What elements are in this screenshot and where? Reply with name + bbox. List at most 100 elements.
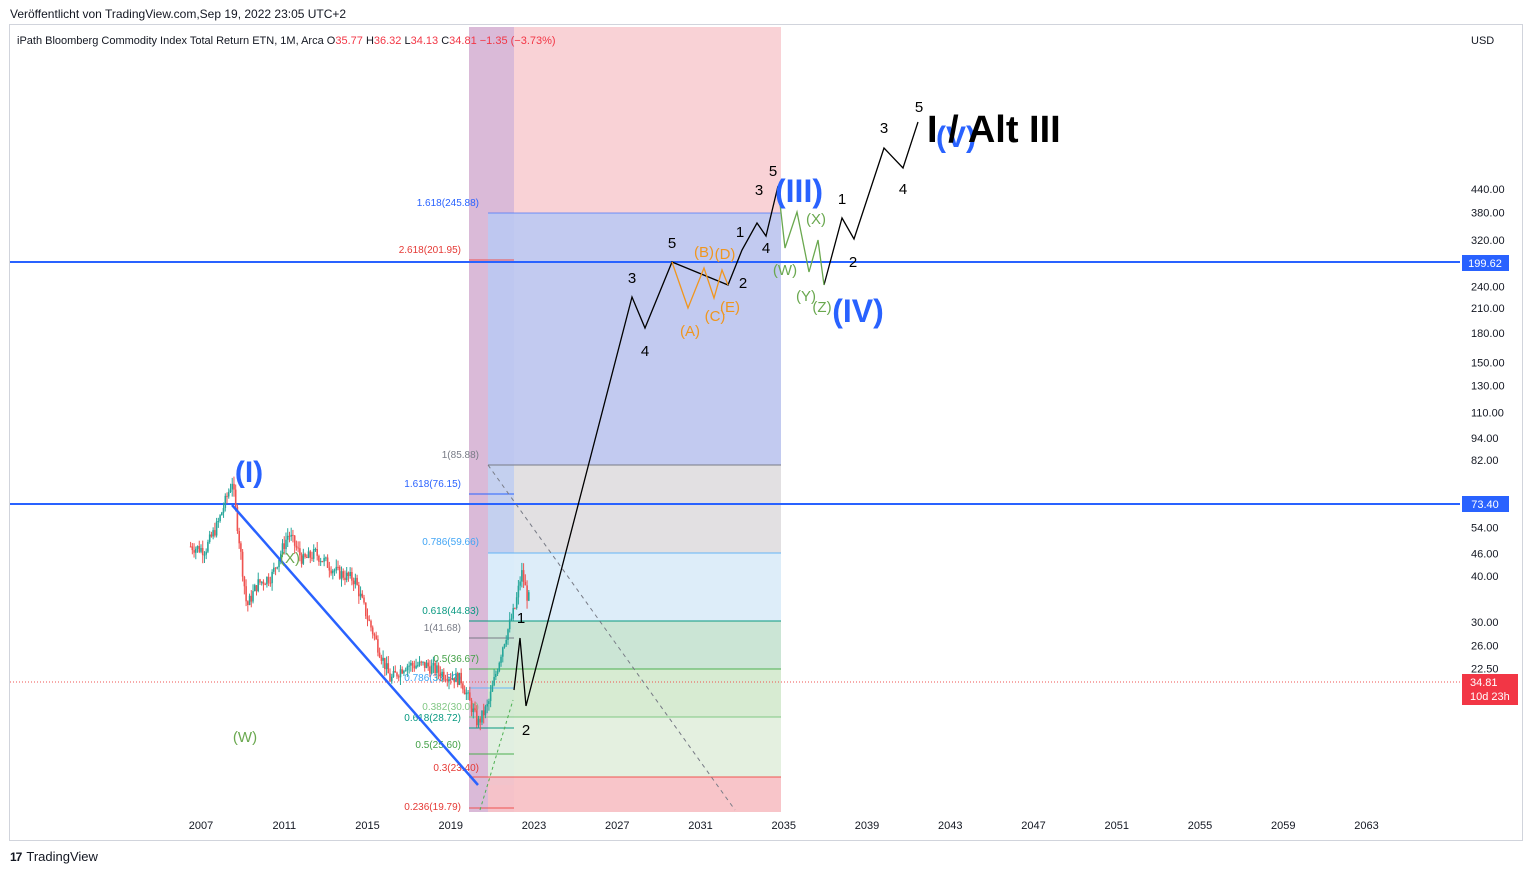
fib-label: 0.382(30.00) — [422, 702, 479, 713]
candle-body — [245, 586, 247, 602]
candle-body — [236, 507, 239, 531]
candle-body — [214, 530, 216, 536]
price-tick-label: 440.00 — [1471, 184, 1505, 196]
candle-body — [399, 669, 402, 678]
time-tick-label: 2063 — [1354, 820, 1378, 832]
candle-body — [387, 663, 390, 674]
candle-body — [243, 576, 246, 587]
fib-label: 0.618(28.72) — [404, 713, 461, 724]
candle-body — [201, 548, 204, 556]
candle-body — [227, 491, 230, 497]
candle-body — [212, 530, 214, 537]
candle-body — [469, 692, 471, 701]
candle-body — [234, 489, 237, 507]
candle-body — [306, 557, 308, 558]
candle-body — [266, 577, 268, 585]
high-value: 36.32 — [373, 35, 402, 47]
price-tick-label: 26.00 — [1471, 640, 1499, 652]
candle-body — [359, 593, 362, 597]
candle-body — [241, 551, 244, 577]
time-tick-label: 2055 — [1188, 820, 1212, 832]
candle-body — [519, 581, 521, 586]
candle-body — [215, 521, 218, 536]
candle-body — [502, 647, 504, 657]
candle-body — [330, 570, 332, 574]
close-value: 34.81 — [449, 35, 477, 47]
candle-body — [472, 708, 475, 713]
candle-body — [484, 706, 487, 716]
wave-label-orange: (C) — [705, 308, 726, 325]
dashed-green — [479, 699, 514, 811]
candle-body — [425, 662, 428, 668]
wave-label-green: (W) — [773, 262, 797, 279]
time-tick-label: 2027 — [605, 820, 629, 832]
candle-body — [356, 577, 358, 585]
time-tick-label: 2043 — [938, 820, 962, 832]
wave-label-orange: (B) — [694, 244, 714, 261]
wave-label-black: 1 — [838, 191, 846, 208]
price-tick-label: 82.00 — [1471, 455, 1499, 467]
time-tick-label: 2031 — [688, 820, 712, 832]
candle-body — [319, 561, 322, 563]
candle-body — [521, 570, 523, 582]
candle-body — [392, 671, 395, 677]
candle-body — [406, 666, 409, 671]
change-value: −1.35 (−3.73%) — [479, 35, 556, 47]
candle-body — [342, 571, 344, 578]
symbol-header: iPath Bloomberg Commodity Index Total Re… — [17, 35, 556, 47]
price-tag-199: 199.62 — [1468, 258, 1502, 270]
candle-body — [460, 672, 462, 684]
candle-body — [474, 708, 476, 711]
candle-body — [288, 535, 291, 537]
candle-body — [479, 718, 481, 723]
symbol-name: iPath Bloomberg Commodity Index Total Re… — [17, 35, 324, 47]
candle-body — [467, 692, 469, 694]
candle-body — [436, 665, 438, 674]
candle-body — [293, 535, 296, 546]
candle-body — [449, 678, 452, 680]
candle-body — [262, 581, 265, 585]
candle-body — [482, 710, 485, 716]
time-tick-label: 2047 — [1021, 820, 1045, 832]
zone-lightgreen — [488, 717, 781, 777]
candle-body — [307, 551, 310, 558]
price-tag-199-bg — [1462, 255, 1509, 271]
brand[interactable]: 17 TradingView — [10, 849, 98, 864]
dashed-trend — [487, 464, 736, 811]
candle-body — [240, 543, 242, 552]
wave-label-black: 3 — [755, 182, 763, 199]
candle-body — [430, 665, 433, 674]
candle-body — [444, 678, 447, 680]
candle-body — [481, 710, 483, 723]
time-tick-label: 2035 — [772, 820, 796, 832]
time-tick-label: 2059 — [1271, 820, 1295, 832]
candle-body — [370, 620, 372, 628]
candle-body — [344, 577, 346, 580]
wave-label-green: (X) — [806, 211, 826, 228]
candle-body — [274, 567, 277, 569]
candle-body — [233, 483, 235, 490]
price-tick-label: 210.00 — [1471, 303, 1505, 315]
candle-body — [443, 671, 445, 679]
fib-label: 0.618(44.83) — [422, 606, 479, 617]
candle-body — [378, 652, 381, 658]
candle-body — [498, 662, 501, 672]
chart-frame[interactable] — [9, 24, 1523, 841]
candle-body — [217, 521, 220, 522]
candle-body — [300, 555, 303, 564]
candle-body — [507, 629, 509, 640]
fib-label: 1.618(245.88) — [417, 198, 479, 209]
time-axis[interactable]: 2007 2011 2015 2019 2023 2027 2031 2035 2039 2043… — [189, 820, 1379, 832]
zone-green — [488, 669, 781, 717]
candle-body — [505, 640, 507, 645]
fib-label: 1(85.88) — [442, 450, 479, 461]
price-tick-label: 46.00 — [1471, 548, 1499, 560]
fib-lines — [469, 212, 781, 809]
wave-label-black: 2 — [739, 275, 747, 292]
candle-body — [278, 559, 280, 568]
black-wave-2 — [823, 121, 919, 286]
price-axis[interactable]: USD 440.00380.00320.00280.00240.00210.00… — [1471, 35, 1505, 676]
candle-body — [465, 692, 468, 695]
candle-body — [413, 665, 416, 669]
